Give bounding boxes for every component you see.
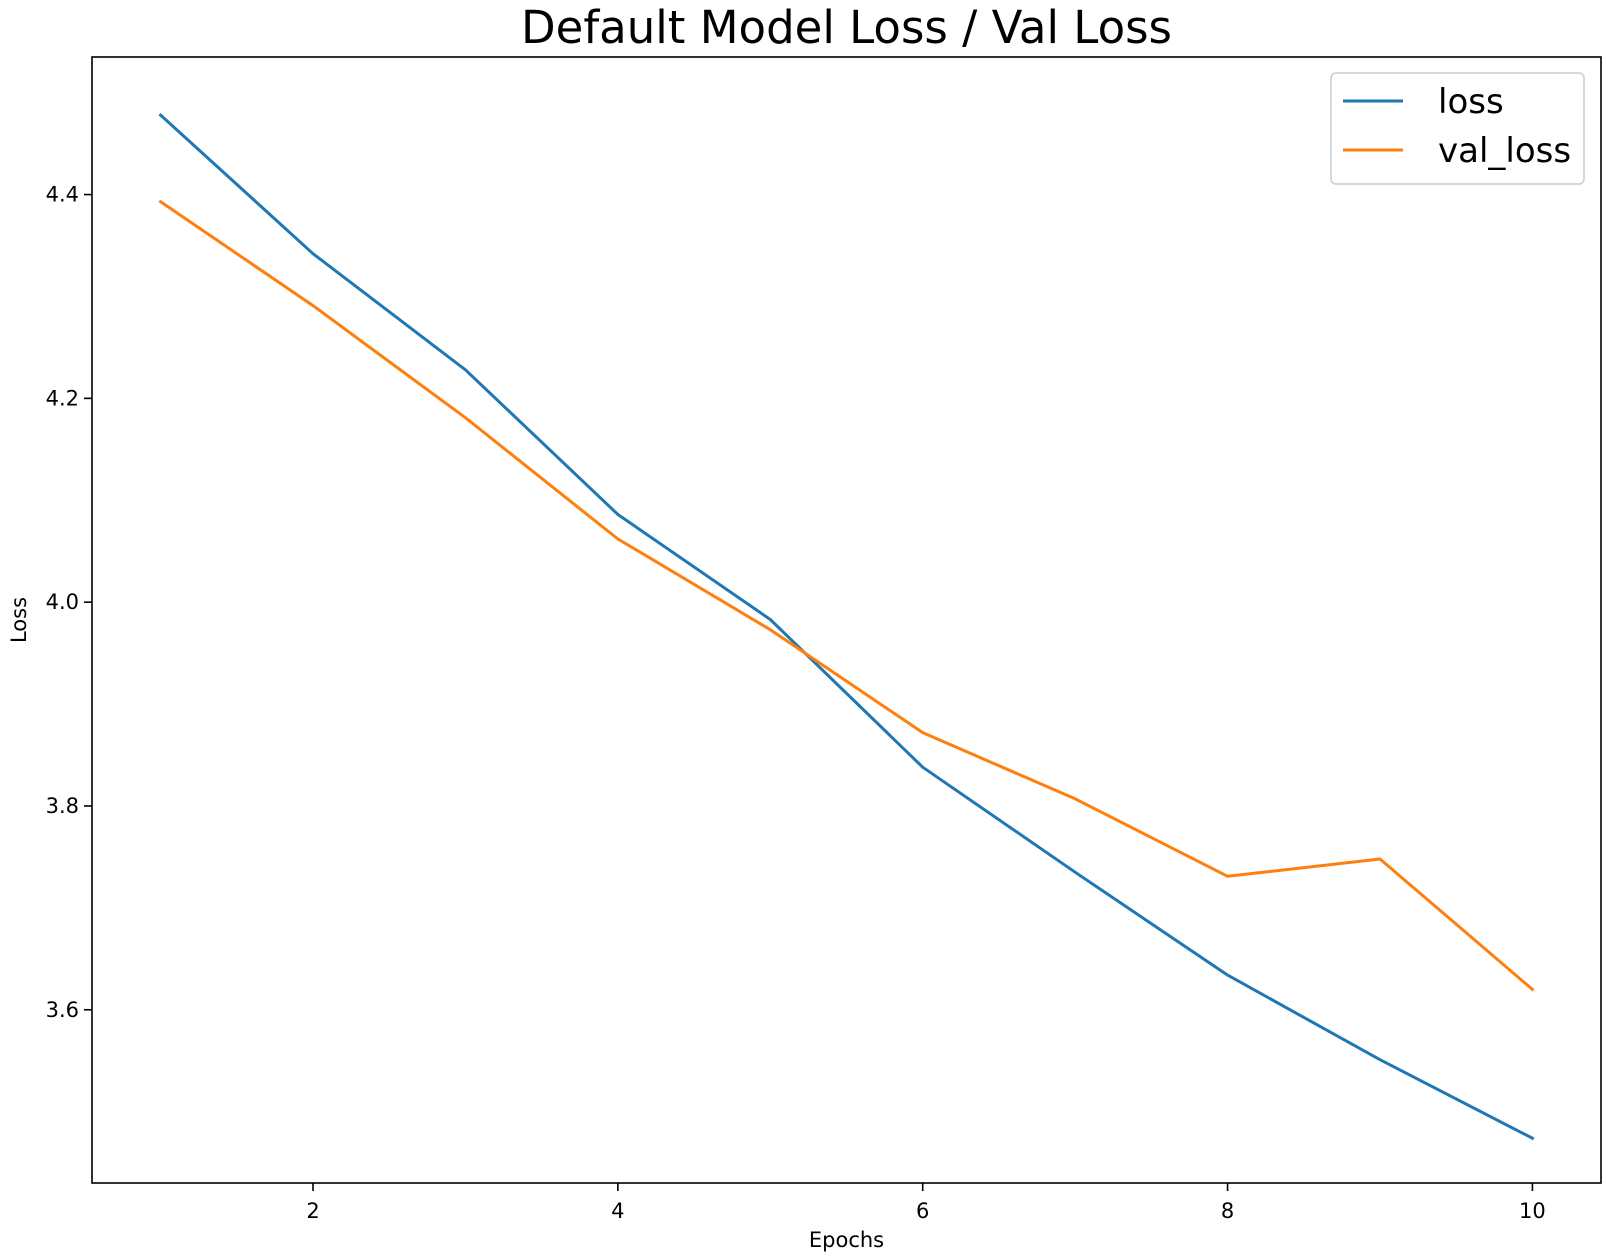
y-tick-label: 3.8	[46, 794, 79, 818]
series-line-loss	[158, 112, 1535, 1141]
y-axis-ticks: 3.6 3.8 4.0 4.2 4.4	[46, 183, 92, 1022]
x-tick-label: 2	[306, 1199, 319, 1223]
y-tick-label: 4.2	[46, 386, 79, 410]
x-tick-label: 10	[1519, 1199, 1546, 1223]
legend-label-val-loss: val_loss	[1438, 131, 1571, 171]
series-line-val-loss	[158, 199, 1535, 992]
x-axis-label: Epochs	[809, 1228, 884, 1252]
series-layer	[158, 112, 1535, 1141]
x-tick-label: 8	[1221, 1199, 1234, 1223]
y-tick-label: 3.6	[46, 998, 79, 1022]
plot-background	[92, 57, 1601, 1183]
x-tick-label: 6	[916, 1199, 929, 1223]
y-tick-label: 4.4	[46, 183, 79, 207]
legend-label-loss: loss	[1438, 82, 1504, 122]
y-tick-label: 4.0	[46, 590, 79, 614]
x-axis-ticks: 2 4 6 8 10	[306, 1183, 1546, 1223]
legend: loss val_loss	[1330, 72, 1585, 185]
plot-area	[91, 56, 1602, 1184]
chart-title: Default Model Loss / Val Loss	[521, 1, 1172, 54]
y-axis-label: Loss	[7, 597, 31, 643]
x-tick-label: 4	[611, 1199, 624, 1223]
plot-frame	[91, 56, 1602, 1184]
